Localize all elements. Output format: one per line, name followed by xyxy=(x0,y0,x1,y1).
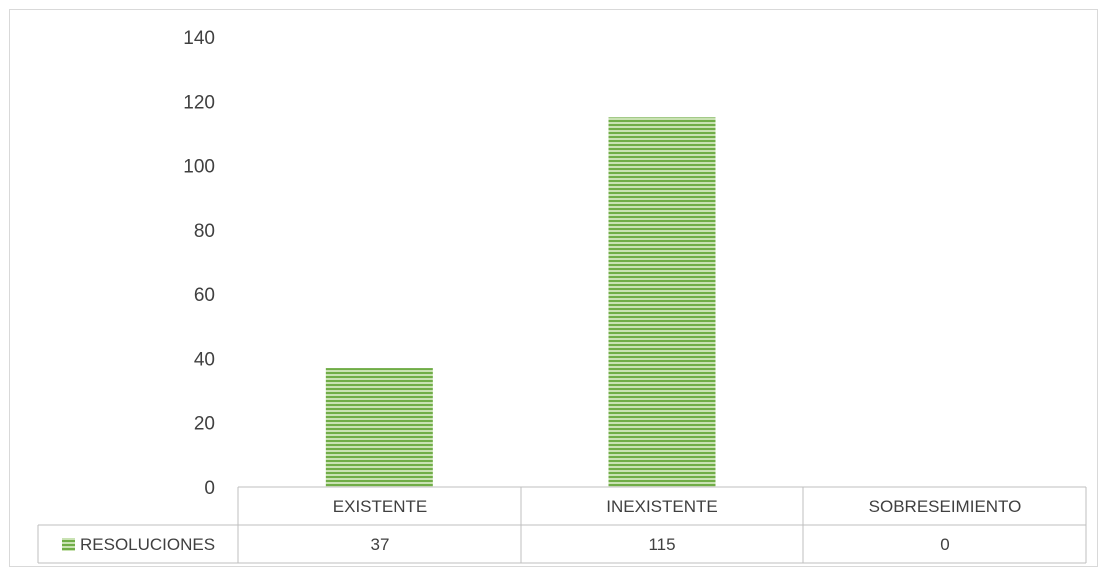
bars xyxy=(325,117,716,487)
table-header-cell: INEXISTENTE xyxy=(606,497,717,516)
y-tick-label: 120 xyxy=(183,92,215,113)
y-tick-label: 0 xyxy=(204,478,215,499)
y-tick-label: 60 xyxy=(194,285,215,306)
y-tick-label: 40 xyxy=(194,349,215,370)
table-header-cell: EXISTENTE xyxy=(333,497,427,516)
y-tick-label: 100 xyxy=(183,157,215,178)
y-tick-label: 140 xyxy=(183,28,215,49)
legend-swatch xyxy=(62,538,75,551)
table-value-cell: 0 xyxy=(940,535,949,554)
y-axis: 0 20 40 60 80 100 120 140 xyxy=(183,28,215,499)
table-value-cell: 115 xyxy=(648,535,675,554)
chart-frame xyxy=(9,9,1098,567)
legend-series-name: RESOLUCIONES xyxy=(80,535,215,554)
table-header-cell: SOBRESEIMIENTO xyxy=(869,497,1022,516)
y-tick-label: 80 xyxy=(194,221,215,242)
table-value-cell: 37 xyxy=(371,535,390,554)
bar xyxy=(608,117,716,487)
bar xyxy=(325,368,433,487)
y-tick-label: 20 xyxy=(194,414,215,435)
data-table: EXISTENTE INEXISTENTE SOBRESEIMIENTO RES… xyxy=(37,486,1087,564)
